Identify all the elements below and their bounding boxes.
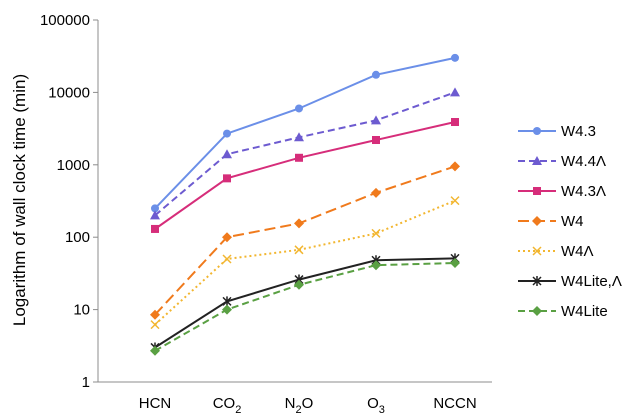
series-4 — [150, 196, 460, 330]
series-line — [154, 165, 456, 316]
series-line — [154, 121, 456, 230]
legend-item: W4Λ — [518, 243, 594, 260]
series-5 — [150, 253, 460, 353]
series-6 — [150, 258, 460, 356]
data-point — [294, 132, 304, 142]
x-tick-label: HCN — [139, 395, 172, 412]
y-tick-label: 10 — [73, 302, 90, 319]
legend-marker — [532, 276, 542, 286]
data-point — [295, 104, 303, 113]
y-tick-label: 10000 — [48, 84, 90, 101]
series-3 — [150, 161, 460, 320]
legend-item: W4Lite — [518, 303, 608, 320]
x-tick-label: N2O — [285, 395, 314, 416]
data-point — [451, 118, 459, 127]
data-point — [222, 254, 232, 264]
data-point — [294, 218, 304, 229]
data-point — [450, 258, 460, 269]
series-0 — [151, 53, 459, 213]
legend-marker — [533, 187, 541, 195]
series-group — [150, 53, 460, 356]
data-point — [150, 309, 160, 320]
data-point — [450, 87, 460, 97]
legend-label: W4Lite,Λ — [561, 273, 622, 290]
y-tick-label: 1000 — [57, 157, 90, 174]
data-point — [371, 260, 381, 271]
data-point — [223, 174, 231, 183]
x-tick-label: NCCN — [433, 395, 476, 412]
data-point — [371, 228, 381, 238]
data-point — [150, 345, 160, 356]
legend-marker — [533, 127, 541, 135]
data-point — [371, 115, 381, 125]
legend-item: W4.3Λ — [518, 183, 606, 200]
legend: W4.3 W4.4Λ W4.3Λ W4 W4Λ W4Lite,Λ W4Lite — [518, 123, 622, 320]
legend-marker — [532, 156, 542, 165]
axes — [93, 19, 492, 383]
x-tick-label: CO2 — [213, 395, 242, 416]
data-point — [150, 210, 160, 220]
data-point — [372, 70, 380, 79]
legend-label: W4.3 — [561, 123, 596, 140]
data-point — [222, 304, 232, 315]
data-point — [450, 161, 460, 172]
x-tick-label: O3 — [367, 395, 385, 416]
legend-label: W4Λ — [561, 243, 594, 260]
legend-label: W4.3Λ — [561, 183, 606, 200]
legend-item: W4 — [518, 213, 584, 230]
y-tick-label: 100000 — [40, 12, 90, 29]
y-axis-label: Logarithm of wall clock time (min) — [10, 74, 29, 326]
data-point — [451, 53, 459, 62]
data-point — [371, 187, 381, 198]
legend-label: W4.4Λ — [561, 153, 606, 170]
data-point — [150, 320, 160, 330]
data-point — [151, 224, 159, 233]
legend-item: W4.4Λ — [518, 153, 606, 170]
data-point — [223, 129, 231, 138]
legend-label: W4 — [561, 213, 584, 230]
y-tick-label: 1 — [82, 374, 90, 391]
series-1 — [150, 87, 460, 220]
series-line — [154, 257, 456, 349]
legend-marker — [532, 306, 542, 316]
legend-item: W4Lite,Λ — [518, 273, 622, 290]
y-tick-labels: 1 10 100 1000 10000 100000 — [40, 12, 90, 391]
legend-label: W4Lite — [561, 303, 608, 320]
data-point — [295, 153, 303, 162]
y-tick-label: 100 — [65, 229, 90, 246]
legend-marker — [532, 246, 542, 256]
series-line — [154, 262, 456, 352]
data-point — [450, 196, 460, 206]
series-line — [154, 199, 456, 326]
series-2 — [151, 118, 459, 233]
data-point — [222, 149, 232, 159]
data-point — [151, 204, 159, 213]
data-point — [372, 136, 380, 145]
data-point — [294, 245, 304, 255]
data-point — [294, 279, 304, 290]
data-point — [222, 232, 232, 243]
legend-item: W4.3 — [518, 123, 596, 140]
x-tick-labels: HCN CO2 N2O O3 NCCN — [139, 395, 477, 416]
legend-marker — [532, 216, 542, 226]
